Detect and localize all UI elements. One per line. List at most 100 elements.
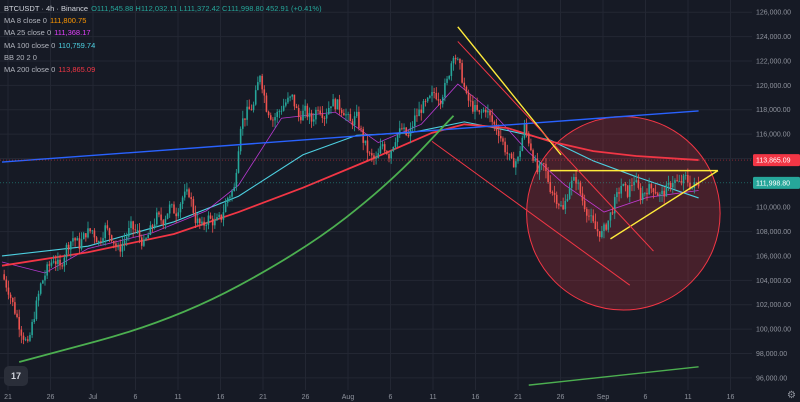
candle-body: [534, 158, 536, 161]
candle-body: [459, 58, 461, 64]
x-tick-label: 6: [389, 394, 393, 401]
candle-body: [555, 194, 558, 205]
candle-body: [100, 241, 102, 242]
candle-body: [70, 241, 72, 250]
candle-body: [525, 123, 528, 134]
tradingview-logo-icon[interactable]: 17: [4, 366, 28, 386]
candle-body: [61, 265, 63, 267]
price-tag: [753, 176, 800, 189]
candle-body: [446, 78, 448, 83]
symbol-title[interactable]: BTCUSDT · 4h · Binance: [4, 4, 89, 13]
candle-body: [467, 92, 470, 101]
candle-body: [35, 300, 38, 320]
candle-body: [461, 63, 463, 83]
candle-body: [340, 109, 343, 114]
candle-body: [549, 182, 552, 193]
x-tick-label: 16: [472, 394, 480, 401]
candle-body: [328, 107, 330, 115]
candle-body: [239, 128, 242, 152]
candle-body: [379, 146, 382, 154]
candle-body: [143, 239, 145, 246]
candle-body: [469, 100, 472, 102]
candle-body: [618, 192, 620, 194]
candle-body: [254, 90, 257, 105]
candle-body: [441, 97, 444, 105]
candle-body: [312, 119, 315, 122]
candle-body: [347, 114, 349, 115]
candle-body: [674, 180, 676, 183]
candle-body: [388, 153, 390, 159]
candle-body: [196, 218, 199, 224]
time-axis[interactable]: 21 26 Jul 6 11 16 21 26 Aug 6 11 16 21 26 Sep 6 11 16: [0, 390, 800, 402]
candle-body: [543, 163, 545, 165]
candle-body: [306, 105, 309, 118]
candle-body: [87, 228, 89, 238]
candle-body: [644, 192, 646, 194]
candle-body: [368, 152, 371, 154]
candle-body: [224, 202, 227, 213]
candle-body: [181, 197, 184, 205]
price-axis[interactable]: 126,000.00 124,000.00 122,000.00 120,000.00…: [752, 0, 800, 402]
candle-body: [110, 235, 113, 242]
indicator-row[interactable]: MA 25 close 0 111,368.17: [4, 27, 322, 39]
candle-body: [321, 113, 324, 118]
price-tag-label: 111,998.80: [756, 180, 790, 187]
candle-body: [188, 189, 190, 198]
candle-body: [517, 156, 519, 162]
candle-body: [605, 224, 607, 230]
indicator-row[interactable]: MA 100 close 0 110,759.74: [4, 40, 322, 52]
candle-body: [156, 212, 158, 225]
candle-body: [465, 86, 468, 93]
candle-body: [433, 92, 435, 93]
indicator-list: MA 8 close 0 111,800.75 MA 25 close 0 111,3…: [4, 15, 322, 76]
candle-body: [691, 187, 693, 189]
candle-body: [463, 82, 466, 87]
candle-body: [424, 101, 427, 102]
candle-body: [130, 221, 132, 229]
candle-body: [676, 180, 678, 182]
candle-body: [620, 186, 622, 194]
candle-body: [336, 99, 339, 110]
candle-body: [207, 215, 210, 226]
candle-body: [278, 111, 281, 113]
candle-body: [592, 215, 595, 222]
candle-body: [117, 246, 119, 248]
indicator-row[interactable]: MA 200 close 0 113,865.09: [4, 64, 322, 76]
gear-icon[interactable]: ⚙: [787, 390, 796, 401]
candle-body: [280, 110, 283, 112]
candle-body: [229, 196, 231, 198]
candle-body: [558, 204, 560, 206]
candle-body: [261, 75, 263, 90]
candle-body: [377, 153, 380, 159]
candle-body: [659, 194, 661, 196]
candle-body: [635, 180, 638, 182]
candle-body: [214, 220, 216, 226]
candle-body: [175, 213, 177, 217]
candle-body: [631, 185, 633, 186]
candle-body: [44, 275, 46, 281]
candle-body: [482, 109, 485, 112]
indicator-row[interactable]: MA 8 close 0 111,800.75: [4, 15, 322, 27]
candle-body: [166, 213, 169, 219]
x-tick-label: 6: [134, 394, 138, 401]
candle-body: [678, 181, 681, 182]
candle-body: [95, 237, 98, 243]
candle-body: [575, 177, 577, 184]
candle-body: [586, 209, 588, 216]
candle-body: [616, 192, 618, 198]
candle-body: [319, 110, 321, 114]
candle-body: [164, 218, 167, 226]
chart-grid: [0, 0, 752, 390]
candle-body: [684, 175, 687, 176]
candle-body: [147, 234, 149, 239]
candle-body: [536, 158, 539, 173]
blue-trend-line: [1, 110, 699, 163]
candle-body: [267, 111, 270, 116]
indicator-row[interactable]: BB 20 2 0: [4, 52, 322, 64]
candle-body: [353, 116, 356, 126]
candle-body: [508, 153, 511, 155]
candle-body: [153, 224, 156, 228]
candle-body: [119, 246, 122, 252]
candle-body: [338, 99, 341, 110]
